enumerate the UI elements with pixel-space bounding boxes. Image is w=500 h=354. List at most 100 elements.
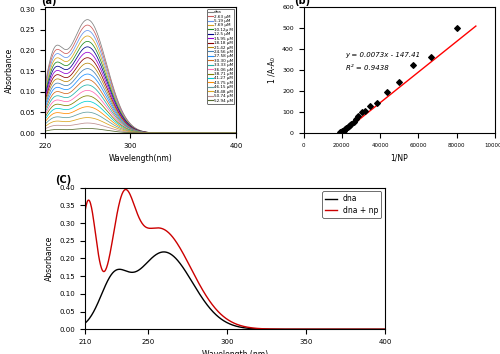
10.12μ M — [186, 131, 192, 135]
15.95 μM — [84, 50, 90, 55]
41.27 μM — [186, 131, 192, 135]
18.18 μM — [92, 61, 98, 65]
21.42 μM — [42, 101, 48, 105]
33.33 μM — [155, 131, 161, 135]
10.12μ M — [76, 47, 82, 52]
33.33 μM — [84, 83, 90, 87]
10.12μ M — [84, 39, 90, 44]
X-axis label: 1/NP: 1/NP — [390, 153, 408, 162]
48.48 μM — [42, 124, 48, 129]
30.30 μM — [234, 131, 239, 135]
Point — [346, 122, 354, 128]
7.69 μM — [155, 131, 161, 135]
Text: y = 0.0073x - 147.41: y = 0.0073x - 147.41 — [346, 52, 421, 58]
dna + np — [308, 327, 314, 331]
46.15 μM — [42, 122, 48, 126]
5.19 μM — [170, 131, 176, 135]
15.95 μM — [76, 57, 82, 62]
27.58 μM — [76, 77, 82, 81]
5.19 μM — [234, 131, 239, 135]
5.19 μM — [155, 131, 161, 135]
52.94 μM — [92, 127, 98, 131]
38.71 μM — [84, 94, 90, 98]
X-axis label: Wavelength(nm): Wavelength(nm) — [109, 154, 172, 164]
Line: 46.15 μM: 46.15 μM — [45, 112, 236, 133]
Line: 5.19 μM: 5.19 μM — [45, 30, 236, 133]
33.33 μM — [42, 110, 48, 115]
Line: 43.75 μM: 43.75 μM — [45, 107, 236, 133]
12.5 μM — [170, 131, 176, 135]
Line: dna: dna — [45, 19, 236, 133]
36.06 μM — [170, 131, 176, 135]
Line: 12.5 μM: 12.5 μM — [45, 47, 236, 133]
18.18 μM — [186, 131, 192, 135]
36.06 μM — [129, 128, 135, 132]
Point — [350, 119, 358, 124]
46.15 μM — [84, 110, 90, 114]
Point — [345, 124, 353, 129]
Point — [342, 126, 350, 131]
21.42 μM — [129, 126, 135, 131]
41.27 μM — [170, 131, 176, 135]
21.42 μM — [76, 67, 82, 72]
43.75 μM — [92, 106, 98, 110]
Y-axis label: Absorbance: Absorbance — [45, 236, 54, 281]
7.69 μM — [186, 131, 192, 135]
52.94 μM — [186, 131, 192, 135]
dna + np — [82, 209, 88, 213]
46.15 μM — [76, 112, 82, 116]
50.74 μM — [92, 121, 98, 126]
41.27 μM — [84, 99, 90, 103]
dna + np — [122, 187, 128, 192]
2.63 μM — [234, 131, 239, 135]
dna — [84, 17, 90, 22]
Point — [396, 79, 404, 85]
24.56 μM — [42, 103, 48, 108]
33.33 μM — [186, 131, 192, 135]
38.71 μM — [92, 96, 98, 100]
43.75 μM — [42, 120, 48, 124]
41.27 μM — [234, 131, 239, 135]
Legend: dna, 2.63 μM, 5.19 μM, 7.69 μM, 10.12μ M, 12.5 μM, 15.95 μM, 18.18 μM, 21.42 μM,: dna, 2.63 μM, 5.19 μM, 7.69 μM, 10.12μ M… — [207, 9, 234, 104]
18.18 μM — [234, 131, 239, 135]
X-axis label: Wavelength (nm): Wavelength (nm) — [202, 350, 268, 354]
Text: R² = 0.9438: R² = 0.9438 — [346, 65, 389, 71]
7.69 μM — [170, 131, 176, 135]
46.15 μM — [129, 130, 135, 134]
Line: 2.63 μM: 2.63 μM — [45, 25, 236, 133]
43.75 μM — [170, 131, 176, 135]
5.19 μM — [84, 28, 90, 33]
52.94 μM — [42, 129, 48, 133]
24.56 μM — [186, 131, 192, 135]
50.74 μM — [76, 122, 82, 126]
dna + np — [218, 313, 224, 317]
7.69 μM — [84, 34, 90, 38]
38.71 μM — [155, 131, 161, 135]
50.74 μM — [155, 131, 161, 135]
Point — [338, 129, 346, 134]
33.33 μM — [76, 87, 82, 91]
Point — [358, 109, 366, 115]
38.71 μM — [186, 131, 192, 135]
15.95 μM — [186, 131, 192, 135]
5.19 μM — [92, 35, 98, 39]
36.06 μM — [92, 91, 98, 95]
12.5 μM — [234, 131, 239, 135]
dna + np — [160, 227, 166, 231]
Point — [362, 108, 370, 114]
2.63 μM — [84, 23, 90, 27]
Y-axis label: 1 /A-A₀: 1 /A-A₀ — [268, 57, 276, 83]
Line: 15.95 μM: 15.95 μM — [45, 52, 236, 133]
46.15 μM — [234, 131, 239, 135]
7.69 μM — [129, 124, 135, 129]
10.12μ M — [92, 45, 98, 50]
21.42 μM — [234, 131, 239, 135]
Line: 50.74 μM: 50.74 μM — [45, 123, 236, 133]
2.63 μM — [42, 85, 48, 89]
Line: 52.94 μM: 52.94 μM — [45, 129, 236, 133]
46.15 μM — [92, 112, 98, 116]
dna — [82, 321, 88, 325]
Line: 41.27 μM: 41.27 μM — [45, 101, 236, 133]
18.18 μM — [76, 62, 82, 67]
Line: 33.33 μM: 33.33 μM — [45, 85, 236, 133]
